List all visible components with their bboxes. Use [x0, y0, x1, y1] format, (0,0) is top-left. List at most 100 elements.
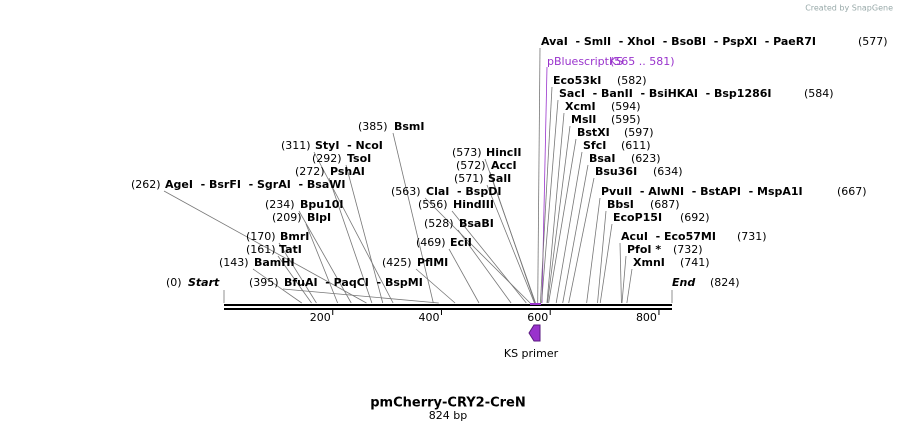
- tick-label: 400: [418, 311, 439, 324]
- site-label: (623): [631, 152, 661, 165]
- cut-site: [305, 223, 339, 304]
- tick-label: 800: [636, 311, 657, 324]
- enzyme-names: EcoP15I: [613, 211, 662, 224]
- cut-site: [619, 242, 622, 304]
- feature-bar: [530, 303, 541, 305]
- enzyme-names: BlpI: [307, 211, 331, 224]
- cut-site: [489, 171, 536, 304]
- site-label: (577): [858, 35, 888, 48]
- enzyme-names: SacI - BanII - BsiHKAI - Bsp1286I: [559, 87, 772, 100]
- cut-site: [448, 248, 480, 304]
- feature-range: (565 .. 581): [610, 55, 675, 68]
- start-label: Start: [188, 276, 220, 289]
- site-label: (732): [673, 243, 703, 256]
- cut-site: [626, 268, 633, 304]
- enzyme-names: BstXI: [577, 126, 610, 139]
- site-label: (385): [358, 120, 388, 133]
- site-label: (143): [219, 256, 249, 269]
- title: pmCherry-CRY2-CreN: [370, 396, 526, 411]
- enzyme-names: AccI: [491, 159, 517, 172]
- cut-site: [163, 190, 367, 304]
- enzyme-names: PflMI: [417, 256, 448, 269]
- cut-site: [621, 255, 627, 304]
- site-label: (573): [452, 146, 482, 159]
- enzyme-names: SfcI: [583, 139, 606, 152]
- cut-site: [586, 197, 601, 304]
- site-label: (571): [454, 172, 484, 185]
- enzyme-names: HindIII: [453, 198, 494, 211]
- enzyme-names: PvuII - AlwNI - BstAPI - MspA1I: [601, 185, 803, 198]
- site-label: (741): [680, 256, 710, 269]
- cut-site: [562, 164, 589, 304]
- site-label: (595): [611, 113, 641, 126]
- cut-site: [298, 210, 352, 304]
- tick-label: 200: [310, 311, 331, 324]
- site-label: (556): [418, 198, 448, 211]
- enzyme-names: BbsI: [607, 198, 634, 211]
- enzyme-names: AcuI - Eco57MI: [621, 230, 716, 243]
- watermark: Created by SnapGene: [805, 4, 893, 13]
- site-label: (469): [416, 236, 446, 249]
- enzyme-names: XcmI: [565, 100, 596, 113]
- site-label: (170): [246, 230, 276, 243]
- subtitle: 824 bp: [429, 409, 467, 422]
- cut-site: [568, 177, 595, 304]
- enzyme-names: SalI: [488, 172, 511, 185]
- cut-site: [597, 210, 607, 304]
- enzyme-names: ClaI - BspDI: [426, 185, 501, 198]
- site-label: (234): [265, 198, 295, 211]
- enzyme-names: BsmI: [394, 120, 425, 133]
- enzyme-names: Bpu10I: [300, 198, 344, 211]
- cut-site: [486, 184, 535, 304]
- feature-label: pBluescriptKS: [547, 55, 623, 68]
- site-label: (687): [650, 198, 680, 211]
- site-label: (824): [710, 276, 740, 289]
- site-label: (272): [295, 165, 325, 178]
- cut-site: [540, 86, 553, 304]
- site-label: (584): [804, 87, 834, 100]
- site-label: (161): [246, 243, 276, 256]
- tick-label: 600: [527, 311, 548, 324]
- primer-arrow: [528, 324, 541, 342]
- enzyme-names: PshAI: [330, 165, 365, 178]
- enzyme-names: AvaI - SmlI - XhoI - BsoBI - PspXI - Pae…: [541, 35, 816, 48]
- enzyme-names: BmrI: [280, 230, 309, 243]
- site-label: (667): [837, 185, 867, 198]
- enzyme-names: XmnI: [633, 256, 665, 269]
- cut-site: [345, 164, 384, 304]
- cut-site: [278, 242, 317, 304]
- enzyme-names: TsoI: [347, 152, 371, 165]
- cut-site: [424, 197, 531, 304]
- site-label: (634): [653, 165, 683, 178]
- cut-site: [548, 138, 577, 304]
- site-label: (563): [391, 185, 421, 198]
- cut-site: [537, 47, 541, 304]
- enzyme-names: PfoI *: [627, 243, 661, 256]
- site-label: (611): [621, 139, 651, 152]
- cut-site: [328, 177, 373, 304]
- cut-site: [541, 99, 559, 304]
- enzyme-names: AgeI - BsrFI - SgrAI - BsaWI: [165, 178, 345, 191]
- enzyme-names: BsaBI: [459, 217, 494, 230]
- cut-site: [313, 151, 394, 304]
- cut-site: [555, 151, 583, 304]
- cut-site: [599, 223, 613, 304]
- site-label: (209): [272, 211, 302, 224]
- enzyme-names: HincII: [486, 146, 522, 159]
- site-label: (292): [312, 152, 342, 165]
- site-label: (0): [166, 276, 182, 289]
- enzyme-names: Eco53kI: [553, 74, 601, 87]
- enzyme-names: BfuAI - PaqCI - BspMI: [284, 276, 423, 289]
- site-label: (597): [624, 126, 654, 139]
- site-label: (528): [424, 217, 454, 230]
- cut-site: [547, 125, 571, 304]
- enzyme-names: MslI: [571, 113, 596, 126]
- cut-site: [392, 132, 434, 304]
- cut-site: [277, 255, 312, 304]
- enzyme-names: TatI: [279, 243, 302, 256]
- cut-site: [451, 210, 527, 304]
- site-label: (425): [382, 256, 412, 269]
- site-label: (262): [131, 178, 161, 191]
- site-label: (572): [456, 159, 486, 172]
